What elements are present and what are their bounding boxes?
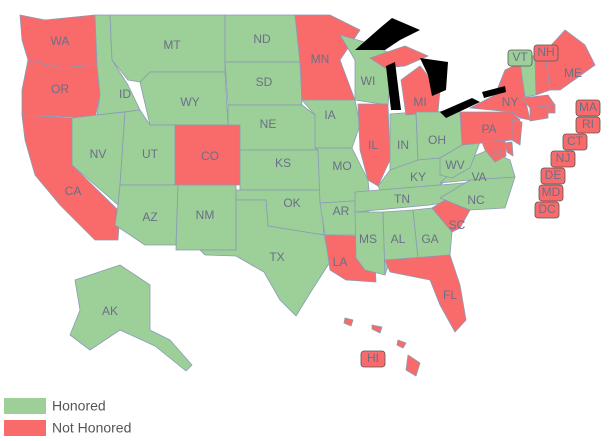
state-label: IN: [397, 138, 409, 152]
state-label: OR: [51, 82, 69, 96]
lake-michigan: [386, 62, 401, 110]
state: [199, 199, 331, 317]
state: [529, 105, 549, 122]
state-label: HI: [367, 351, 379, 365]
state: [547, 104, 556, 114]
state-label: NJ: [556, 151, 571, 165]
state-label: LA: [333, 255, 348, 269]
state-label-box: [360, 350, 386, 368]
state-label: MD: [542, 185, 561, 199]
state-label: SD: [256, 75, 273, 89]
state-label-box: [538, 184, 564, 202]
state-label: NM: [196, 208, 215, 222]
state-label: SC: [449, 218, 466, 232]
state-label: CO: [201, 149, 219, 163]
state-label: ND: [253, 32, 271, 46]
legend-swatch: [4, 398, 46, 414]
state-label-box: [534, 201, 560, 219]
great-lakes: [355, 18, 506, 118]
state-label: OK: [283, 196, 300, 210]
state-label: DE: [545, 168, 562, 182]
state: [544, 29, 596, 91]
state-label: OH: [428, 133, 446, 147]
state-label: PA: [481, 122, 496, 136]
lake-ontario: [482, 86, 506, 98]
state: [139, 71, 229, 126]
state-label: DC: [538, 202, 556, 216]
state-label: WY: [180, 95, 199, 109]
state: [384, 254, 467, 333]
state-label: UT: [142, 147, 159, 161]
state: [494, 149, 501, 156]
state-label: ID: [119, 87, 131, 101]
state-label: CT: [567, 134, 584, 148]
legend-label: Honored: [52, 398, 106, 414]
state-label: RI: [582, 117, 594, 131]
state-label: MA: [579, 100, 597, 114]
states-layer: [19, 14, 596, 377]
state-label-box: [575, 99, 601, 117]
state: [354, 211, 386, 276]
state-label: CA: [65, 184, 82, 198]
state-label-box: [540, 167, 566, 185]
state-label-box: [507, 49, 533, 67]
legend-swatch: [4, 420, 46, 436]
legend-label: Not Honored: [52, 420, 131, 436]
state-label: MN: [311, 52, 330, 66]
state-label: FL: [443, 288, 457, 302]
labels-layer: WA OR CA ID NV MT WY UT CO AZ NM ND SD NE KS OK TX MN IA MO…: [51, 32, 601, 368]
state-label: TN: [394, 192, 410, 206]
legend: Honored Not Honored: [4, 398, 131, 436]
state-label-box: [562, 133, 588, 151]
state-label: TX: [269, 250, 284, 264]
state-label: AK: [102, 304, 118, 318]
lake-superior: [355, 18, 420, 50]
state: [431, 199, 471, 233]
state: [369, 45, 441, 116]
state: [69, 264, 193, 372]
state-label: ME: [564, 66, 582, 80]
state-label: VA: [471, 170, 486, 184]
state-label: NE: [260, 117, 277, 131]
state: [481, 139, 507, 163]
state-label: KY: [410, 170, 426, 184]
state-label: NV: [90, 147, 107, 161]
state-label-box: [550, 150, 576, 168]
state-label: VT: [512, 50, 528, 64]
state-label: WA: [51, 34, 70, 48]
state-label: WV: [445, 158, 464, 172]
state-label-box: [533, 44, 559, 62]
state-label: MT: [163, 38, 181, 52]
state: [343, 317, 421, 377]
state-label: WI: [361, 74, 376, 88]
state-label: AL: [391, 232, 406, 246]
state-label: NC: [467, 193, 485, 207]
state-label: MO: [332, 159, 351, 173]
state-label: IA: [324, 108, 335, 122]
state-label: MI: [413, 95, 426, 109]
state-label-box: [575, 116, 601, 134]
state-label: AR: [333, 204, 350, 218]
state-label: IL: [368, 138, 378, 152]
state: [511, 119, 523, 146]
state-label: KS: [275, 156, 291, 170]
lake-huron: [420, 58, 448, 96]
state-label: NY: [502, 95, 519, 109]
state: [21, 59, 101, 119]
state-label: MS: [359, 232, 377, 246]
state-label: NH: [537, 45, 554, 59]
state-label: AZ: [142, 210, 157, 224]
lake-erie: [440, 98, 480, 118]
state: [504, 141, 514, 157]
state-label: GA: [421, 232, 438, 246]
